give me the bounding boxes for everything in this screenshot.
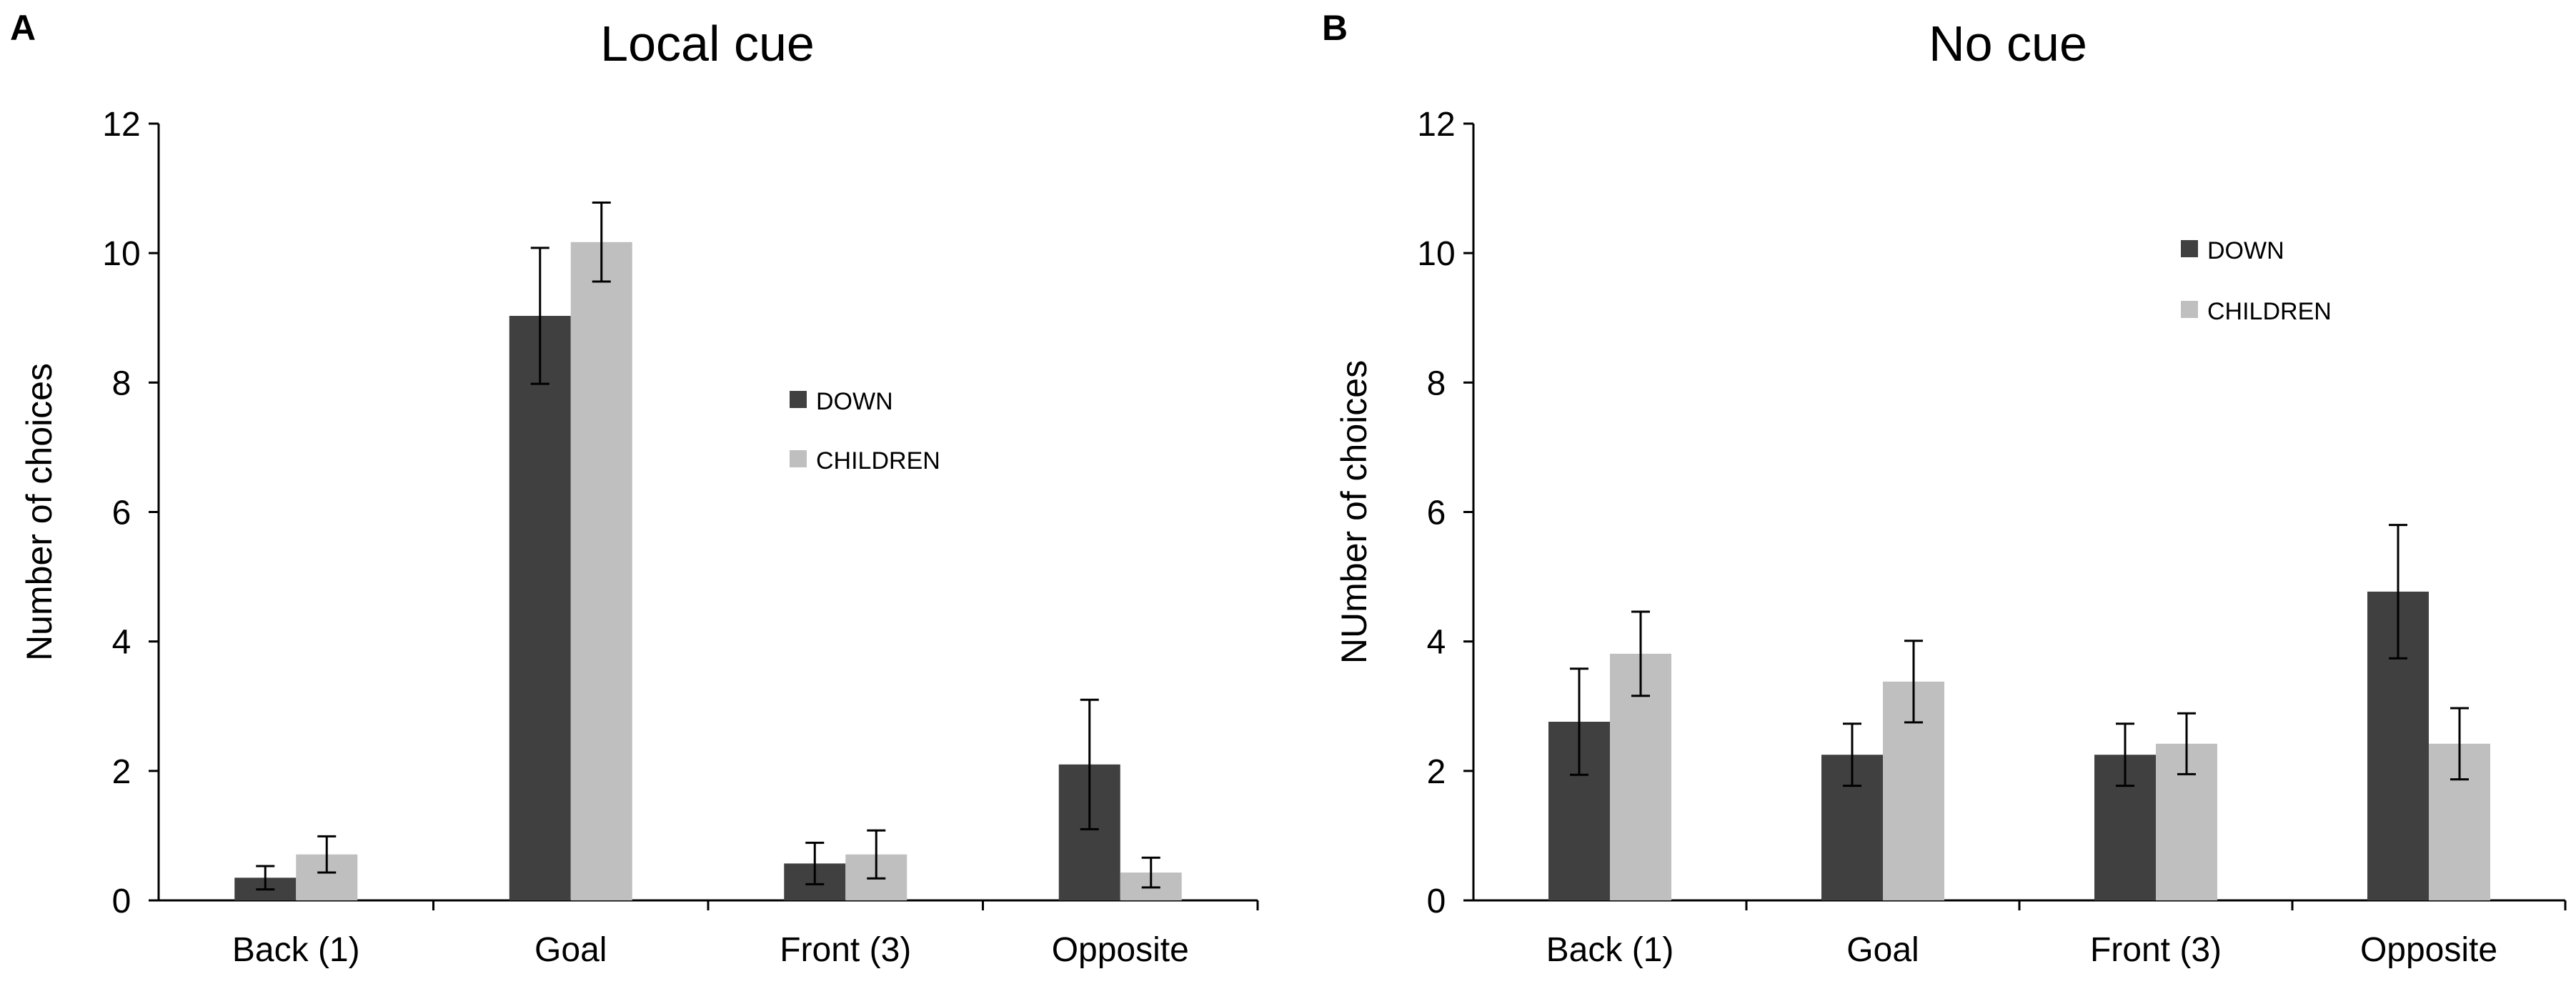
legend-label-children: CHILDREN [816, 447, 940, 474]
panel-label: A [10, 8, 36, 48]
bar-down-2 [509, 316, 571, 901]
y-tick-label: 12 [1417, 106, 1455, 144]
y-tick-label: 4 [1427, 624, 1446, 662]
chart-title: Local cue [600, 16, 815, 71]
x-tick-label: Back (1) [232, 931, 360, 969]
y-axis-label: Number of choices [19, 363, 59, 661]
x-tick-label: Opposite [1052, 931, 1189, 969]
legend-swatch-down [2181, 240, 2198, 257]
y-tick-label: 8 [112, 364, 131, 402]
x-tick-label: Goal [534, 931, 607, 969]
bar-children-2 [570, 242, 632, 901]
x-tick-label: Back (1) [1546, 931, 1674, 969]
legend-swatch-children [790, 450, 807, 467]
y-tick-label: 0 [112, 883, 131, 920]
x-tick-label: Opposite [2360, 931, 2497, 969]
y-tick-label: 12 [102, 106, 140, 144]
y-tick-label: 4 [112, 624, 131, 662]
panel-label: B [1322, 8, 1348, 48]
y-tick-label: 6 [112, 494, 131, 532]
legend-label-children: CHILDREN [2207, 298, 2332, 325]
y-tick-label: 2 [112, 753, 131, 791]
legend-swatch-down [790, 391, 807, 408]
y-tick-label: 0 [1427, 883, 1446, 920]
y-tick-label: 10 [102, 235, 140, 273]
x-tick-label: Goal [1846, 931, 1919, 969]
y-tick-label: 2 [1427, 753, 1446, 791]
y-tick-label: 8 [1427, 364, 1446, 402]
legend-swatch-children [2181, 301, 2198, 318]
legend-label-down: DOWN [816, 388, 893, 415]
y-axis-label: NUmber of choices [1334, 360, 1374, 664]
legend-label-down: DOWN [2207, 237, 2284, 264]
y-tick-label: 6 [1427, 494, 1446, 532]
y-tick-label: 10 [1417, 235, 1455, 273]
chart-title: No cue [1929, 16, 2087, 71]
x-tick-label: Front (3) [2090, 931, 2222, 969]
x-tick-label: Front (3) [780, 931, 911, 969]
